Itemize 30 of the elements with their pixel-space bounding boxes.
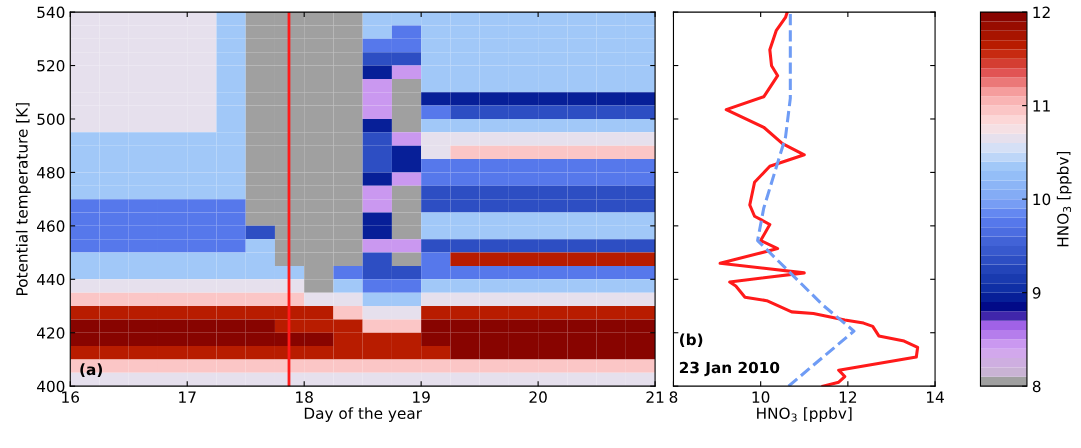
x-tick-label: 18 bbox=[296, 391, 313, 403]
y-tick-label: 500 bbox=[37, 113, 65, 125]
x-tick-label: 12 bbox=[839, 391, 857, 403]
color-bar-title: HNO$_{3}$ [ppbv] bbox=[1056, 151, 1072, 247]
y-tick-label: 440 bbox=[36, 273, 65, 286]
x-tick-label: 20 bbox=[529, 391, 547, 403]
color-bar-label: 9 bbox=[1032, 287, 1041, 299]
y-tick-label: 540 bbox=[37, 6, 65, 19]
color-bar-label: 10 bbox=[1033, 193, 1051, 206]
y-tick-label: 520 bbox=[37, 60, 65, 72]
color-bar-label: 8 bbox=[1032, 380, 1041, 393]
x-axis-title: HNO$_{3}$ [ppbv] bbox=[757, 407, 852, 422]
x-tick-label: 19 bbox=[413, 391, 430, 403]
annotation: (a) bbox=[80, 363, 102, 377]
x-tick-label: 14 bbox=[927, 391, 944, 403]
color-bar-label: 11 bbox=[1033, 100, 1050, 112]
x-tick-label: 21 bbox=[646, 391, 664, 403]
y-tick-label: 400 bbox=[36, 380, 65, 393]
y-axis-title: Potential temperature [K] bbox=[15, 103, 31, 295]
annotation: (b) bbox=[680, 333, 703, 348]
x-tick-label: 16 bbox=[62, 391, 80, 403]
x-tick-label: 10 bbox=[752, 391, 770, 403]
x-tick-label: 17 bbox=[179, 391, 196, 403]
y-tick-label: 420 bbox=[36, 327, 65, 339]
x-tick-label: 8 bbox=[669, 391, 678, 403]
y-tick-label: 480 bbox=[36, 166, 65, 179]
color-bar-label: 12 bbox=[1033, 6, 1050, 18]
x-axis-title: Day of the year bbox=[304, 407, 422, 422]
y-tick-label: 460 bbox=[36, 220, 65, 232]
annotation: 23 Jan 2010 bbox=[679, 361, 780, 377]
